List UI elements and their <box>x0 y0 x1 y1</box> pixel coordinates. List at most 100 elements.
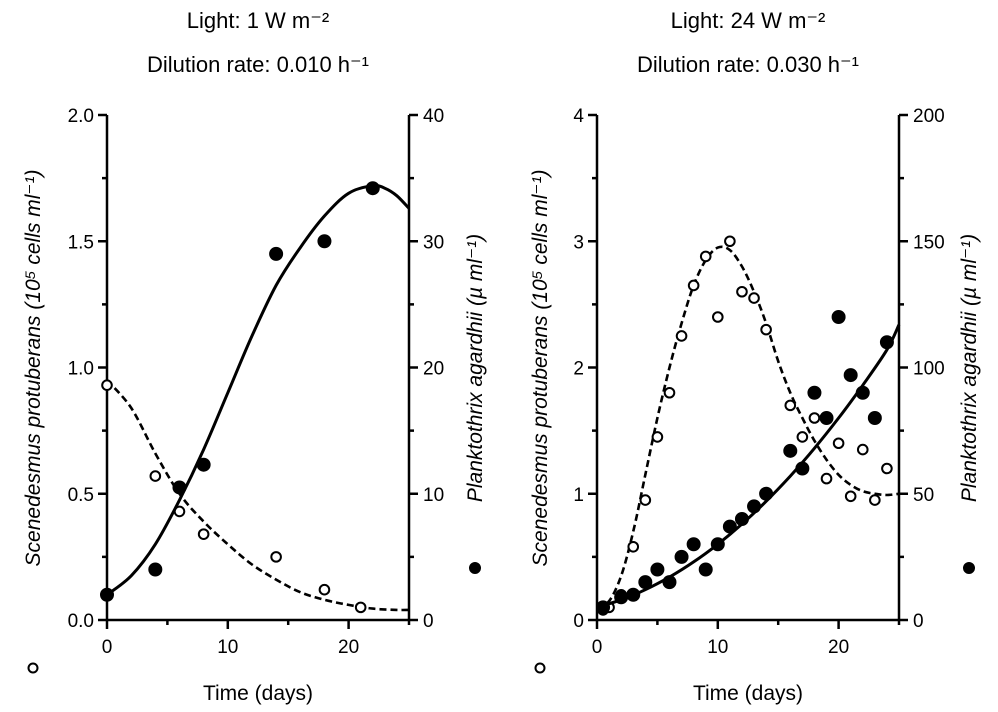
scenedesmus-data-point <box>869 494 881 506</box>
scenedesmus-data-point <box>270 551 282 563</box>
planktothrix-data-point <box>686 537 701 552</box>
scenedesmus-data-point <box>724 235 736 248</box>
planktothrix-data-point <box>867 411 882 425</box>
left-y-axis-title: Scenedesmus protuberans (10⁵ cells ml⁻¹) <box>22 170 45 567</box>
x-tick-label: 20 <box>828 637 849 658</box>
scenedesmus-data-point <box>748 292 760 304</box>
chart-title-line-1: Light: 1 W m⁻² <box>187 8 329 33</box>
x-tick-label: 20 <box>338 637 359 658</box>
right-y-axis-title: Planktothrix agardhii (µ ml⁻¹) <box>958 234 981 502</box>
scenedesmus-data-point <box>651 431 664 443</box>
planktothrix-data-point <box>269 246 284 261</box>
scenedesmus-data-point <box>699 250 712 263</box>
right-y-tick-label: 200 <box>913 106 945 127</box>
planktothrix-data-point <box>747 499 762 514</box>
scenedesmus-data-point <box>760 323 772 336</box>
scenedesmus-data-point <box>354 601 367 614</box>
left-y-tick-label: 2 <box>573 359 584 380</box>
right-y-tick-label: 0 <box>423 611 434 632</box>
right-y-tick-label: 150 <box>913 232 945 253</box>
planktothrix-data-point <box>650 562 665 577</box>
planktothrix-data-point <box>831 310 846 324</box>
planktothrix-data-point <box>807 385 822 400</box>
planktothrix-data-point <box>674 549 689 564</box>
chart-title-line-2: Dilution rate: 0.030 h⁻¹ <box>637 52 859 77</box>
x-axis-title: Time (days) <box>203 682 313 705</box>
left-y-axis-title-group: Scenedesmus protuberans (10⁵ cells ml⁻¹) <box>529 170 552 674</box>
right-panel: Light: 24 W m⁻² Dilution rate: 0.030 h⁻¹ 0… <box>529 8 981 705</box>
open-circle-legend-marker <box>27 662 39 674</box>
scenedesmus-data-point <box>856 443 869 456</box>
scenedesmus-data-point <box>832 437 845 450</box>
chart-title-line-1: Light: 24 W m⁻² <box>671 8 826 33</box>
scenedesmus-data-point <box>736 285 748 298</box>
planktothrix-data-point <box>722 519 737 534</box>
scenedesmus-data-point <box>881 462 893 475</box>
scenedesmus-data-point <box>712 311 724 323</box>
planktothrix-data-point <box>795 461 810 476</box>
scenedesmus-data-point <box>687 279 700 292</box>
left-y-axis-title-group: Scenedesmus protuberans (10⁵ cells ml⁻¹) <box>22 170 45 674</box>
left-y-tick-label: 1.5 <box>68 232 94 253</box>
planktothrix-data-point <box>172 480 187 495</box>
left-y-tick-label: 0.5 <box>68 485 94 506</box>
planktothrix-data-point <box>783 443 798 458</box>
right-y-tick-label: 0 <box>913 611 924 632</box>
scenedesmus-data-point <box>197 528 210 540</box>
planktothrix-data-point <box>819 411 834 425</box>
chart-title-line-2: Dilution rate: 0.010 h⁻¹ <box>147 52 369 77</box>
left-y-tick-label: 2.0 <box>68 106 94 127</box>
planktothrix-fit-curve <box>106 184 411 596</box>
planktothrix-data-point <box>759 486 774 501</box>
scenedesmus-data-point <box>639 494 652 506</box>
planktothrix-data-point <box>365 181 380 196</box>
planktothrix-data-point <box>148 562 163 577</box>
scenedesmus-fit-curve <box>596 245 900 609</box>
planktothrix-data-point <box>855 385 870 400</box>
scenedesmus-data-point <box>627 540 640 553</box>
scenedesmus-data-point <box>844 490 857 503</box>
x-tick-label: 10 <box>217 637 238 658</box>
left-y-axis-title: Scenedesmus protuberans (10⁵ cells ml⁻¹) <box>529 170 552 567</box>
x-tick-label: 10 <box>707 637 728 658</box>
planktothrix-data-point <box>626 587 641 602</box>
x-axis-title: Time (days) <box>693 682 803 705</box>
planktothrix-data-point <box>196 457 211 472</box>
scenedesmus-data-point <box>663 386 676 399</box>
scenedesmus-data-point <box>318 583 331 596</box>
left-y-tick-label: 1.0 <box>68 359 94 380</box>
scenedesmus-fit-curve <box>106 379 410 612</box>
filled-circle-legend-marker <box>963 562 975 574</box>
right-y-axis-title-group: Planktothrix agardhii (µ ml⁻¹) <box>958 234 981 574</box>
scenedesmus-data-point <box>796 431 809 443</box>
left-y-tick-label: 0.0 <box>68 611 94 632</box>
open-circle-legend-marker <box>534 662 546 674</box>
scenedesmus-data-point <box>808 412 821 424</box>
left-y-tick-label: 0 <box>573 611 584 632</box>
planktothrix-data-point <box>100 587 114 602</box>
planktothrix-data-point <box>317 234 332 249</box>
scenedesmus-data-point <box>101 379 113 391</box>
right-y-tick-label: 10 <box>423 485 444 506</box>
right-y-tick-label: 20 <box>423 359 444 380</box>
right-y-axis-title-group: Planktothrix agardhii (µ ml⁻¹) <box>464 234 487 574</box>
scenedesmus-data-point <box>675 330 688 342</box>
scenedesmus-data-point <box>820 472 833 485</box>
right-y-tick-label: 50 <box>913 485 934 506</box>
planktothrix-data-point <box>879 335 894 350</box>
planktothrix-data-point <box>710 537 725 552</box>
left-y-tick-label: 1 <box>573 485 584 506</box>
planktothrix-data-point <box>596 600 611 615</box>
x-tick-label: 0 <box>102 637 113 658</box>
right-y-tick-label: 30 <box>423 232 444 253</box>
left-y-tick-label: 4 <box>573 106 584 127</box>
planktothrix-data-point <box>698 562 713 577</box>
scenedesmus-data-point <box>784 399 797 412</box>
filled-circle-legend-marker <box>469 562 481 574</box>
x-tick-label: 0 <box>592 637 603 658</box>
planktothrix-data-point <box>638 575 653 590</box>
planktothrix-data-point <box>843 368 858 383</box>
scenedesmus-data-point <box>149 470 162 482</box>
planktothrix-data-point <box>734 512 749 526</box>
